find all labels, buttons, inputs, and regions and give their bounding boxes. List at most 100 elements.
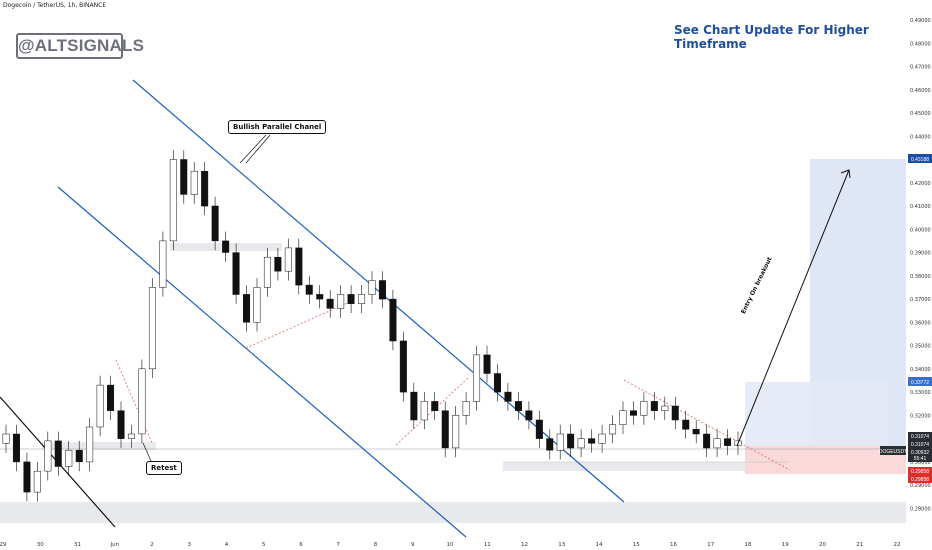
candle-body xyxy=(148,287,156,370)
ticker-title: Dogecoin / TetherUS, 1h, BINANCE xyxy=(3,2,107,9)
candle-body xyxy=(671,405,679,421)
x-tick-label: 10 xyxy=(447,542,454,548)
support-zone-bottom xyxy=(0,502,906,523)
candle-body xyxy=(650,401,658,411)
candle-body xyxy=(378,280,386,300)
x-tick-label: 4 xyxy=(225,542,229,548)
svg-text:DOGEUSDT: DOGEUSDT xyxy=(879,449,907,455)
candle-body xyxy=(567,433,575,449)
candle-body xyxy=(180,159,188,195)
y-tick-label: 0.35000 xyxy=(910,344,931,350)
x-tick-label: 8 xyxy=(374,542,378,548)
y-tick-label: 0.48000 xyxy=(910,41,931,47)
headline-link[interactable]: See Chart Update For Higher Timeframe xyxy=(674,23,869,51)
x-tick-label: 2 xyxy=(150,542,154,548)
y-tick-label: 0.42000 xyxy=(910,181,931,187)
candle-body xyxy=(535,419,543,439)
y-tick-label: 0.28000 xyxy=(910,506,931,512)
candle-body xyxy=(588,438,596,444)
candle-body xyxy=(525,410,533,421)
candle-body xyxy=(86,426,94,463)
support-zone-mid xyxy=(503,462,789,471)
x-tick-label: 30 xyxy=(37,542,44,548)
x-tick-label: 19 xyxy=(782,542,789,548)
candle-body xyxy=(420,401,428,421)
x-tick-label: 9 xyxy=(411,542,415,548)
candle-body xyxy=(117,410,125,439)
x-tick-label: Jun xyxy=(110,542,120,548)
y-tick-label: 0.30000 xyxy=(910,460,931,466)
channel-pointer-2 xyxy=(245,134,271,164)
candle-body xyxy=(629,410,637,416)
candle-body xyxy=(389,298,397,342)
candle-body xyxy=(598,433,606,444)
candle-body xyxy=(410,391,418,421)
svg-text:0.29858: 0.29858 xyxy=(911,469,929,475)
x-axis: 29 30 31 Jun 2 3 4 5 6 7 8 9 10 11 12 13 14 15 16 17 18 19 20 2… xyxy=(0,542,901,548)
x-tick-label: 6 xyxy=(299,542,303,548)
red-trend-4 xyxy=(623,379,791,471)
candle-body xyxy=(23,461,31,493)
x-tick-label: 14 xyxy=(596,542,603,548)
y-tick-label: 0.36000 xyxy=(910,320,931,326)
target-price-label: 0.43188 xyxy=(908,154,932,163)
x-tick-label: 31 xyxy=(74,542,81,548)
entry-zone xyxy=(745,382,888,446)
channel-lower-line xyxy=(57,186,467,538)
candle-body xyxy=(243,294,251,323)
candle-body xyxy=(274,256,282,272)
candle-body xyxy=(441,410,449,449)
svg-text:55:41: 55:41 xyxy=(914,456,927,462)
candle-body xyxy=(44,440,52,472)
candle-body xyxy=(263,256,271,288)
retest-annotation: Retest xyxy=(146,461,182,475)
x-tick-label: 7 xyxy=(337,542,341,548)
x-tick-label: 21 xyxy=(856,542,863,548)
candle-body xyxy=(504,391,512,402)
stop-price-label-2: 0.29858 xyxy=(908,475,932,483)
y-tick-label: 0.32000 xyxy=(910,413,931,419)
candle-body xyxy=(211,205,219,242)
x-tick-label: 16 xyxy=(670,542,677,548)
candle-body xyxy=(253,287,261,323)
entry-price-label-2: 0.31074 xyxy=(908,440,932,448)
candle-body xyxy=(222,240,230,253)
x-tick-label: 20 xyxy=(819,542,826,548)
y-tick-label: 0.29000 xyxy=(910,483,931,489)
y-tick-label: 0.46000 xyxy=(910,88,931,94)
channel-pointer xyxy=(239,134,267,164)
candle-body xyxy=(577,438,585,449)
candle-body xyxy=(65,449,73,467)
candle-body xyxy=(96,384,104,428)
candle-body xyxy=(546,438,554,451)
channel-annotation: Bullish Parallel Chanel xyxy=(228,120,327,134)
candle-body xyxy=(452,415,460,449)
resistance-price-label: 0.33772 xyxy=(908,377,932,386)
candle-body xyxy=(640,401,648,416)
x-tick-label: 13 xyxy=(558,542,565,548)
y-tick-label: 0.33000 xyxy=(910,390,931,396)
y-tick-label: 0.47000 xyxy=(910,65,931,71)
red-trend-3 xyxy=(115,359,153,444)
red-trend-1 xyxy=(245,300,353,349)
svg-text:0.29858: 0.29858 xyxy=(911,477,929,483)
svg-text:0.43188: 0.43188 xyxy=(911,157,929,163)
candle-body xyxy=(75,449,83,463)
x-tick-label: 12 xyxy=(521,542,528,548)
svg-text:0.30932: 0.30932 xyxy=(911,450,929,456)
y-tick-label: 0.45000 xyxy=(910,111,931,117)
y-tick-label: 0.40000 xyxy=(910,227,931,233)
candle-body xyxy=(431,401,439,411)
candle-body xyxy=(54,440,62,467)
brand-logo: @ALTSIGNALS xyxy=(16,33,144,59)
x-tick-label: 22 xyxy=(894,542,901,548)
y-tick-label: 0.49000 xyxy=(910,18,931,24)
candle-body xyxy=(316,294,324,300)
svg-text:0.31074: 0.31074 xyxy=(911,442,929,448)
candle-body xyxy=(713,438,721,449)
candle-body xyxy=(493,373,501,393)
red-trend-2 xyxy=(395,377,469,446)
candle-body xyxy=(33,470,41,493)
candle-body xyxy=(107,384,115,411)
